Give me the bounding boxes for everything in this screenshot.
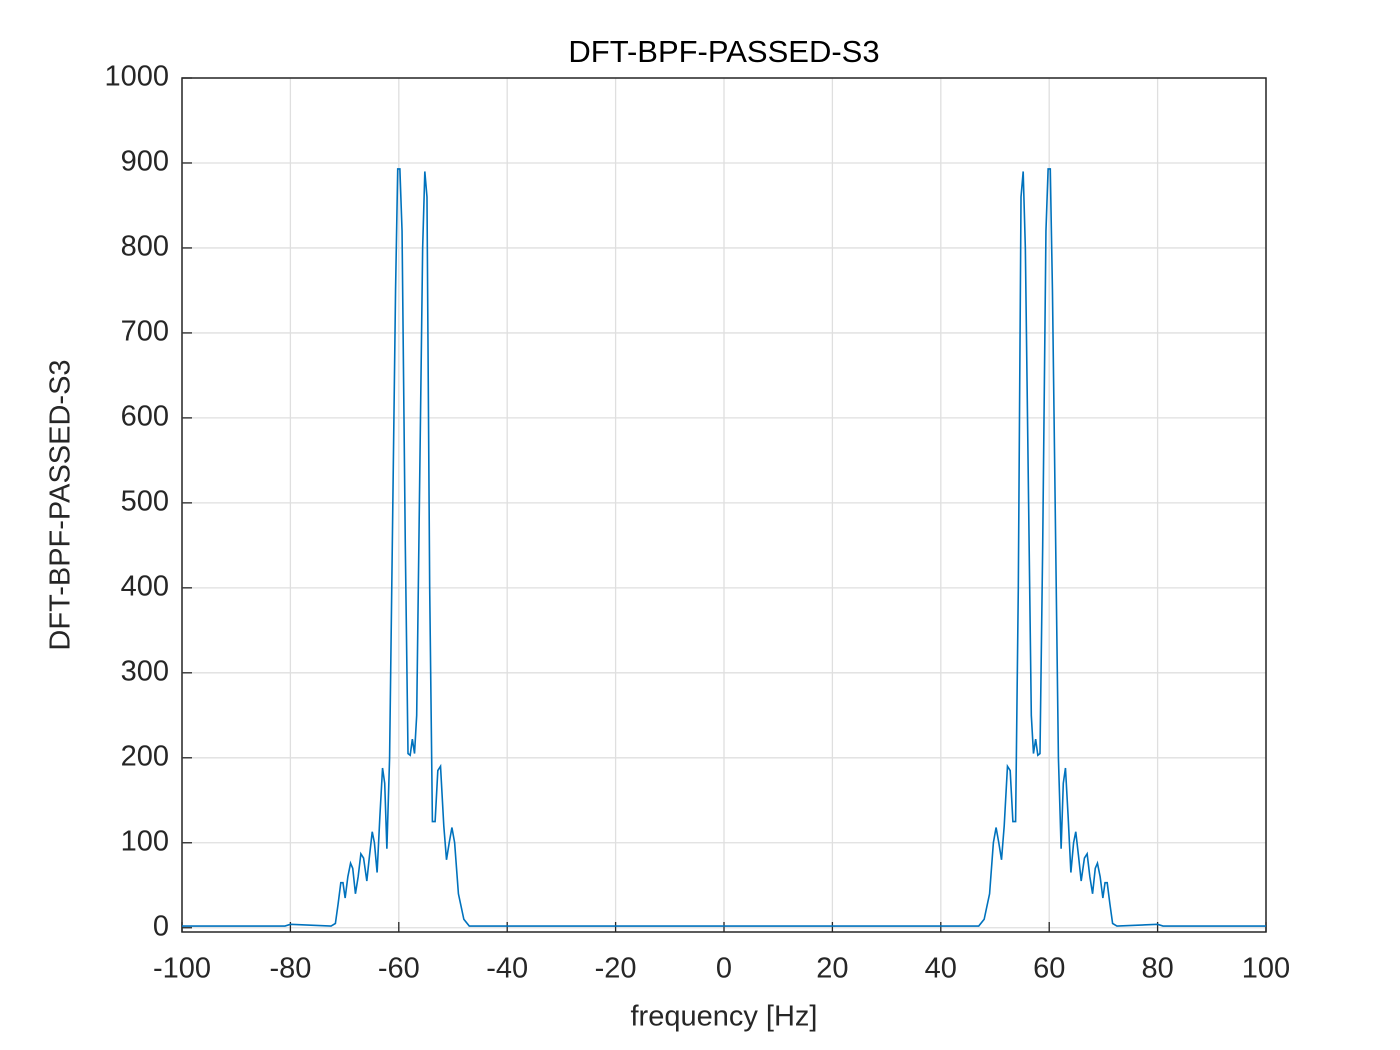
y-tick-label: 100: [121, 825, 169, 857]
x-tick-label: -40: [486, 953, 528, 985]
axes-box: [181, 77, 1267, 933]
x-tick-label: -80: [269, 953, 311, 985]
y-axis-label: DFT-BPF-PASSED-S3: [45, 359, 77, 650]
data-line: [182, 168, 1266, 927]
x-axis-label: frequency [Hz]: [631, 1001, 818, 1033]
x-tick-label: 0: [716, 953, 732, 985]
y-tick-label: 200: [121, 740, 169, 772]
x-tick-label: 20: [816, 953, 848, 985]
y-tick-label: 700: [121, 316, 169, 348]
x-tick-label: -60: [378, 953, 420, 985]
x-tick-label: 60: [1033, 953, 1065, 985]
y-tick-label: 1000: [104, 61, 169, 93]
y-tick-label: 500: [121, 486, 169, 518]
y-tick-label: 300: [121, 655, 169, 687]
x-tick-label: 100: [1242, 953, 1290, 985]
y-tick-label: 400: [121, 571, 169, 603]
x-tick-label: 80: [1141, 953, 1173, 985]
y-tick-label: 900: [121, 146, 169, 178]
x-tick-label: -20: [595, 953, 637, 985]
y-tick-label: 600: [121, 401, 169, 433]
x-tick-label: -100: [153, 953, 211, 985]
y-tick-label: 0: [153, 910, 169, 942]
y-tick-label: 800: [121, 231, 169, 263]
x-tick-label: 40: [925, 953, 957, 985]
chart-title: DFT-BPF-PASSED-S3: [568, 34, 879, 69]
